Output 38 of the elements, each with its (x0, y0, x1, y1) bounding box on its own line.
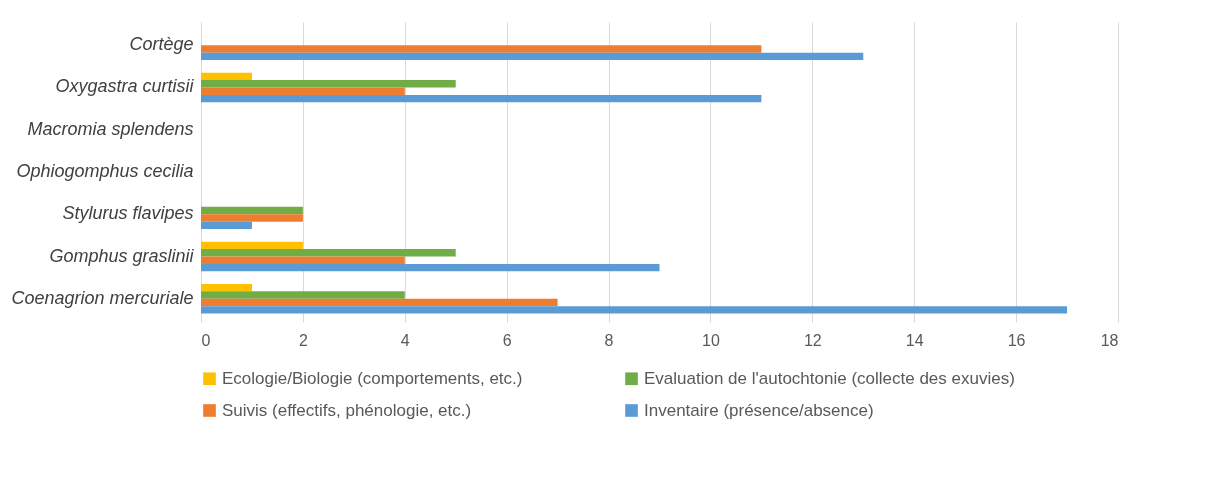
bar (201, 249, 456, 257)
bar (201, 206, 303, 215)
y-tick-label: Oxygastra curtisii (55, 76, 195, 97)
x-tick-label: 10 (702, 331, 720, 349)
x-tick-label: 4 (400, 331, 410, 349)
bar (201, 214, 303, 222)
x-tick-label: 18 (1100, 331, 1119, 349)
x-tick-label: 16 (1007, 331, 1026, 349)
legend-label: Evaluation de l'autochtonie (collecte des exuvies) (644, 368, 1015, 388)
legend-label: Inventaire (présence/absence) (644, 400, 874, 420)
bar (201, 256, 405, 264)
x-tick-label: 0 (201, 331, 211, 349)
y-tick-label: Cortège (129, 34, 194, 55)
bar (201, 52, 864, 61)
bar (201, 80, 456, 88)
bar (201, 94, 762, 103)
bar (201, 87, 405, 95)
x-tick-label: 14 (905, 331, 924, 349)
bar (201, 45, 762, 53)
x-tick-label: 8 (604, 331, 614, 349)
y-tick-label: Stylurus flavipes (62, 203, 194, 224)
legend-label: Ecologie/Biologie (comportements, etc.) (222, 368, 523, 388)
x-tick-label: 12 (803, 331, 822, 349)
bar (201, 291, 405, 299)
bar (201, 283, 252, 292)
bar (201, 298, 558, 307)
y-tick-label: Ophiogomphus cecilia (16, 161, 194, 181)
legend-label: Suivis (effectifs, phénologie, etc.) (222, 400, 472, 420)
bar (201, 263, 660, 272)
x-tick-label: 2 (298, 331, 308, 349)
bar (201, 241, 303, 250)
y-tick-label: Coenagrion mercuriale (11, 287, 194, 308)
y-tick-label: Macromia splendens (27, 118, 194, 139)
x-tick-label: 6 (502, 331, 512, 349)
y-tick-label: Gomphus graslinii (49, 245, 195, 266)
bar (201, 72, 252, 81)
bar (201, 306, 1068, 314)
bar (201, 221, 252, 230)
